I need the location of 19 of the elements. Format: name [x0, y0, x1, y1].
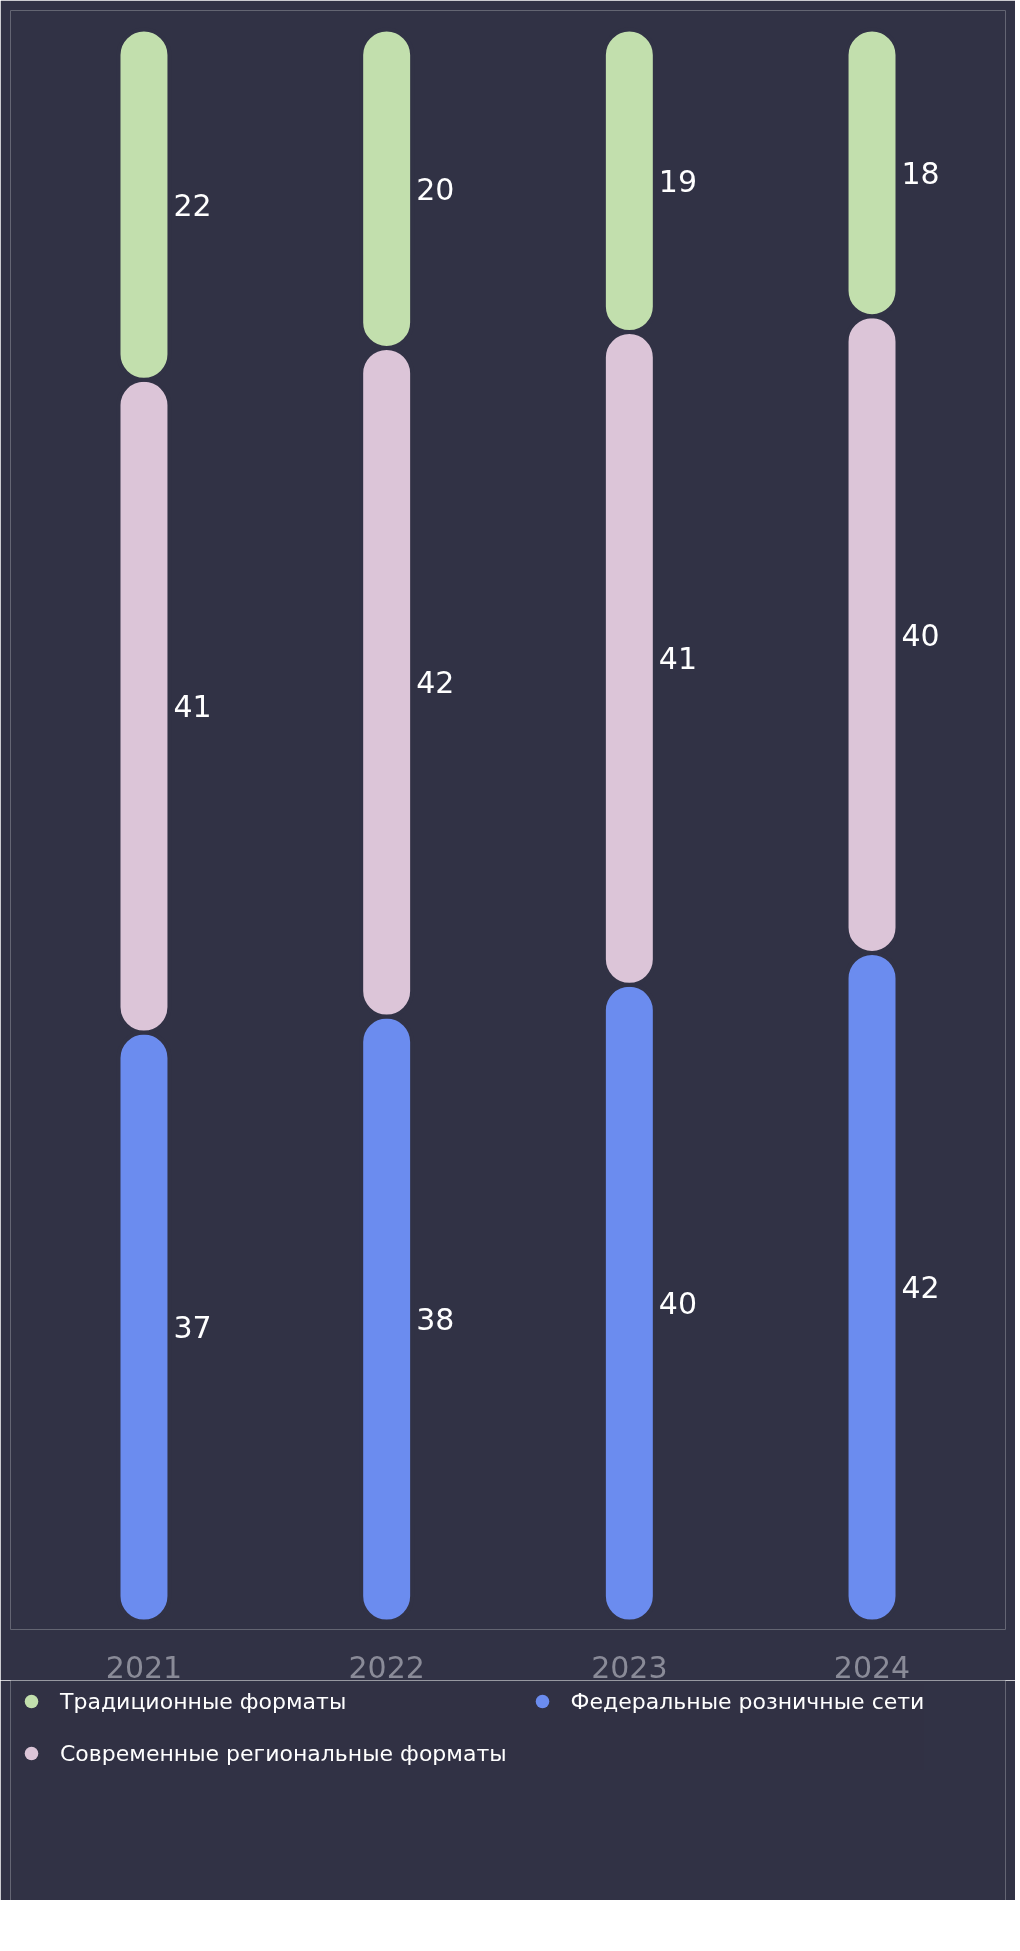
data-label: 22 — [173, 187, 212, 223]
x-tick-label: 2022 — [348, 1649, 425, 1685]
legend-label: Традиционные форматы — [60, 1688, 347, 1714]
data-label: 40 — [658, 1286, 698, 1322]
data-label: 40 — [901, 617, 940, 653]
data-label: 19 — [658, 163, 698, 199]
data-label: 37 — [173, 1310, 212, 1346]
data-label: 42 — [416, 665, 455, 701]
legend-label: Современные региональные форматы — [60, 1740, 507, 1766]
x-tick-label: 2024 — [833, 1649, 911, 1685]
data-label: 18 — [901, 155, 940, 191]
legend-label: Федеральные розничные сети — [570, 1688, 925, 1714]
data-label: 20 — [416, 171, 455, 207]
data-label: 41 — [658, 641, 698, 677]
x-tick-label: 2023 — [591, 1649, 668, 1685]
data-label: 38 — [416, 1302, 455, 1338]
data-label: 41 — [173, 689, 212, 725]
data-label: 42 — [901, 1270, 940, 1306]
x-tick-label: 2021 — [105, 1649, 183, 1685]
